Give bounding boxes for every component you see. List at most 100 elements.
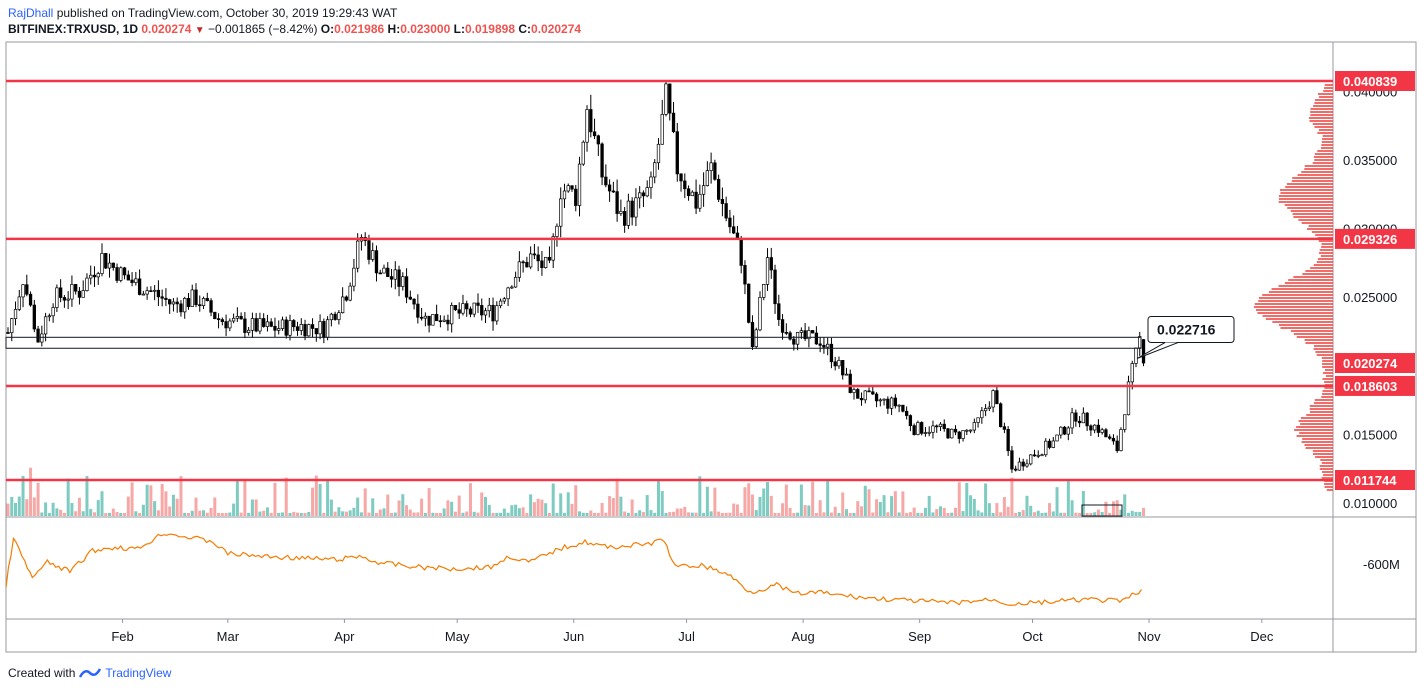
support-zone-rectangle[interactable] (5, 336, 1142, 349)
volume-bar (446, 500, 450, 516)
candle-body (318, 321, 322, 335)
candle-body (908, 415, 913, 426)
volume-bar (818, 500, 822, 516)
last-price-label: 0.020274 (1343, 356, 1398, 371)
candle-body (750, 322, 755, 347)
volume-bar (62, 512, 66, 516)
volume-bar (1066, 479, 1070, 516)
candle-body (837, 360, 841, 367)
candle-body (386, 267, 390, 277)
candle-body (378, 272, 382, 275)
volume-bar (995, 503, 999, 516)
horizontal-levels[interactable] (6, 79, 1333, 482)
volume-bar (382, 508, 386, 516)
price-annotation[interactable]: 0.022716 (1136, 316, 1235, 359)
volume-bar (408, 509, 412, 516)
volume-profile-bar (1305, 447, 1333, 449)
time-axis: Feb Mar Apr May Jun Jul Aug Sep Oct Nov Dec (111, 619, 1274, 644)
candle-body (201, 298, 206, 306)
volume-bar (374, 512, 378, 516)
candle-body (149, 290, 153, 293)
candle-body (810, 330, 815, 334)
volume-profile-bar (1298, 420, 1333, 422)
candle-body (340, 296, 345, 314)
candle-body (980, 410, 984, 419)
volume-profile-bar (1286, 183, 1333, 185)
volume-profile-bar (1314, 153, 1333, 155)
volume-bar (1108, 512, 1112, 516)
volume-profile-bar (1320, 459, 1333, 461)
volume-bar (811, 481, 815, 516)
candle-body (348, 285, 352, 301)
candle-body (134, 278, 138, 283)
author-link[interactable]: RajDhall (8, 6, 54, 20)
volume-bar (32, 497, 36, 516)
candle-body (1017, 461, 1022, 471)
volume-bar (694, 512, 698, 516)
volume-bar (1063, 512, 1067, 516)
candle-body (107, 262, 112, 269)
candle-body (397, 269, 401, 287)
volume-bar (115, 512, 119, 516)
candle-body (758, 297, 762, 331)
candle-body (1021, 461, 1025, 467)
volume-bar (77, 497, 81, 516)
symbol-label[interactable]: BITFINEX:TRXUSD, 1D (8, 22, 139, 36)
volume-profile-bar (1317, 132, 1333, 134)
volume-bar (559, 493, 563, 516)
volume-selection-box[interactable] (1081, 504, 1123, 517)
volume-profile-bar (1312, 123, 1333, 125)
volume-profile-bar (1324, 483, 1333, 485)
candle-body (889, 397, 894, 409)
volume-profile-bar (1309, 411, 1333, 413)
volume-bar (668, 512, 672, 516)
volume-profile-bar (1320, 147, 1333, 149)
candle-body (1040, 454, 1044, 457)
candle-body (923, 432, 928, 434)
candle-body (826, 343, 830, 348)
volume-profile-bar (1326, 489, 1333, 491)
tradingview-brand[interactable]: TradingView (105, 666, 172, 680)
footer: Created with TradingView (8, 666, 171, 680)
candle-body (784, 331, 788, 334)
volume-bar (976, 510, 980, 516)
volume-bar (566, 492, 570, 516)
low-label: L: (453, 22, 465, 36)
volume-bar (878, 502, 882, 516)
open-label: O: (320, 22, 335, 36)
volume-bar (645, 495, 649, 516)
volume-bar (758, 496, 762, 516)
candle-body (859, 398, 864, 401)
candle-body (998, 403, 1003, 428)
volume-bar (837, 512, 841, 516)
volume-bar (540, 499, 544, 516)
volume-profile-bar (1292, 213, 1333, 215)
volume-bar (626, 512, 630, 516)
symbol-line: BITFINEX:TRXUSD, 1D 0.020274 ▼ −0.001865… (8, 22, 581, 36)
candle-body (904, 410, 909, 416)
volume-bar (562, 512, 566, 516)
level-label: 0.018603 (1343, 379, 1397, 394)
volume-profile-bar (1324, 84, 1333, 86)
volume-profile-bar (1253, 306, 1333, 308)
candle-body (1032, 454, 1037, 457)
volume-bar (923, 507, 927, 516)
candle-body (570, 185, 574, 190)
volume-bar (1074, 512, 1078, 516)
volume-bar (6, 503, 10, 516)
candle-body (292, 320, 296, 328)
candle-body (747, 283, 751, 323)
volume-bar (141, 504, 145, 516)
volume-bar (875, 499, 879, 516)
volume-profile-bar (1322, 378, 1333, 380)
volume-profile-bar (1304, 165, 1333, 167)
candle-body (995, 390, 999, 405)
time-tick-label: Feb (111, 629, 133, 644)
annotation-pointer (1136, 342, 1179, 359)
time-tick-label: Aug (792, 629, 815, 644)
volume-profile-bar (1301, 171, 1333, 173)
candle-body (96, 273, 100, 278)
volume-bar (551, 483, 555, 516)
candle-body (213, 311, 217, 320)
